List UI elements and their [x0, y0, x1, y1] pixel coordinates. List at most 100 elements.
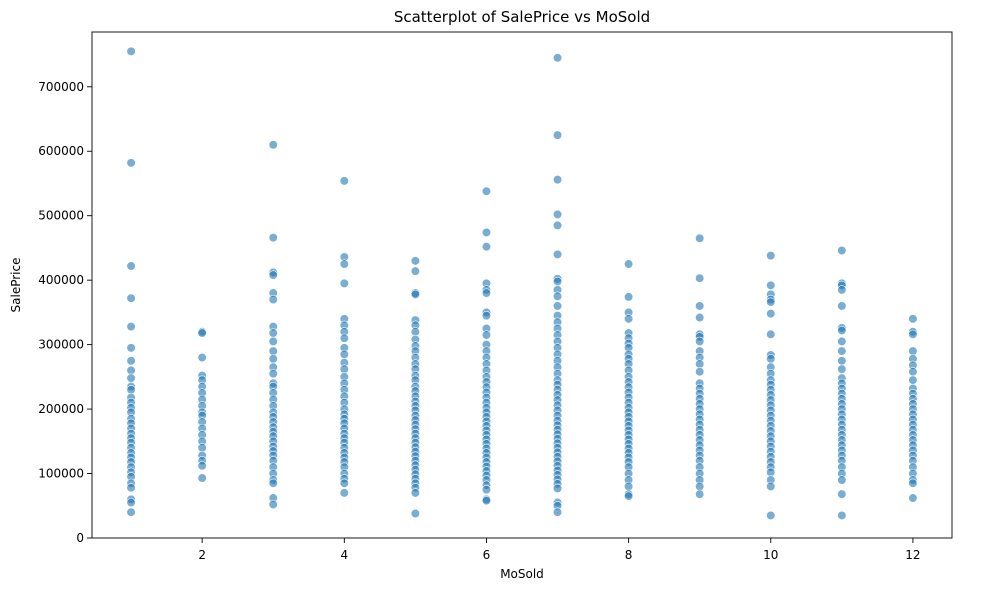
data-point — [552, 249, 563, 259]
data-points — [126, 46, 918, 521]
data-point — [766, 280, 776, 290]
data-point — [837, 301, 847, 311]
data-point — [695, 359, 705, 369]
data-point — [766, 297, 776, 307]
data-point — [837, 364, 847, 374]
data-point — [126, 321, 136, 332]
data-point — [481, 311, 492, 321]
data-point — [339, 333, 349, 343]
data-point — [766, 329, 776, 339]
data-point — [126, 158, 136, 168]
data-point — [126, 293, 136, 303]
data-point — [552, 301, 563, 311]
data-point — [268, 140, 278, 150]
data-point — [766, 510, 776, 521]
x-tick-label: 8 — [625, 548, 633, 562]
data-point — [126, 343, 136, 353]
data-point — [837, 336, 847, 347]
data-point — [837, 285, 847, 295]
data-point — [908, 367, 918, 377]
y-tick-label: 300000 — [38, 338, 84, 352]
data-point — [624, 259, 634, 269]
data-point — [695, 481, 705, 492]
data-point — [268, 294, 278, 305]
data-point — [695, 273, 705, 283]
data-point — [481, 227, 492, 238]
data-point — [197, 473, 207, 483]
data-point — [268, 499, 278, 510]
data-point — [837, 475, 847, 485]
data-point — [908, 478, 918, 488]
data-point — [268, 346, 278, 356]
y-tick-label: 200000 — [38, 402, 84, 416]
data-point — [624, 314, 634, 324]
data-point — [481, 496, 492, 506]
data-point — [197, 461, 207, 471]
data-point — [837, 325, 847, 336]
data-point — [410, 488, 420, 498]
x-tick-label: 10 — [763, 548, 778, 562]
data-point — [339, 478, 349, 488]
data-point — [766, 354, 776, 364]
data-point — [410, 256, 420, 266]
data-point — [410, 508, 420, 519]
data-point — [552, 53, 563, 63]
data-point — [126, 497, 136, 508]
y-axis-label: SalePrice — [9, 258, 23, 313]
data-point — [552, 291, 563, 301]
data-point — [552, 507, 563, 517]
y-tick-label: 600000 — [38, 144, 84, 158]
data-point — [837, 356, 847, 366]
data-point — [481, 485, 492, 495]
chart-title: Scatterplot of SalePrice vs MoSold — [394, 8, 650, 26]
data-point — [339, 364, 349, 374]
data-point — [481, 186, 492, 196]
data-point — [197, 352, 207, 363]
data-point — [410, 289, 420, 299]
data-point — [410, 327, 420, 337]
data-point — [268, 328, 278, 338]
data-point — [339, 488, 349, 498]
data-point — [766, 251, 776, 261]
data-point — [552, 130, 563, 140]
data-point — [126, 46, 136, 56]
data-point — [908, 493, 918, 503]
data-point — [268, 336, 278, 347]
y-tick-label: 700000 — [38, 80, 84, 94]
data-point — [481, 288, 492, 298]
data-point — [695, 233, 705, 243]
data-point — [268, 478, 278, 488]
data-point — [126, 507, 136, 517]
data-point — [126, 373, 136, 383]
x-axis-label: MoSold — [500, 567, 544, 581]
data-point — [837, 489, 847, 499]
data-point — [410, 266, 420, 276]
x-tick-label: 6 — [483, 548, 491, 562]
data-point — [268, 270, 278, 280]
x-tick-label: 2 — [198, 548, 206, 562]
data-point — [126, 483, 136, 493]
data-point — [481, 242, 492, 252]
data-point — [908, 314, 918, 324]
data-point — [339, 278, 349, 288]
data-point — [766, 309, 776, 319]
data-point — [695, 312, 705, 323]
data-point — [695, 336, 705, 347]
data-point — [339, 259, 349, 269]
data-point — [624, 481, 634, 492]
data-point — [552, 209, 563, 220]
data-point — [481, 330, 492, 340]
data-point — [908, 375, 918, 385]
data-point — [197, 328, 207, 338]
data-point — [695, 367, 705, 377]
y-tick-label: 400000 — [38, 273, 84, 287]
data-point — [339, 176, 349, 186]
data-point — [126, 356, 136, 366]
data-point — [837, 245, 847, 256]
y-tick-label: 500000 — [38, 209, 84, 223]
y-tick-label: 0 — [76, 531, 84, 545]
plot-frame — [91, 31, 953, 539]
data-point — [552, 220, 563, 230]
data-point — [268, 369, 278, 379]
